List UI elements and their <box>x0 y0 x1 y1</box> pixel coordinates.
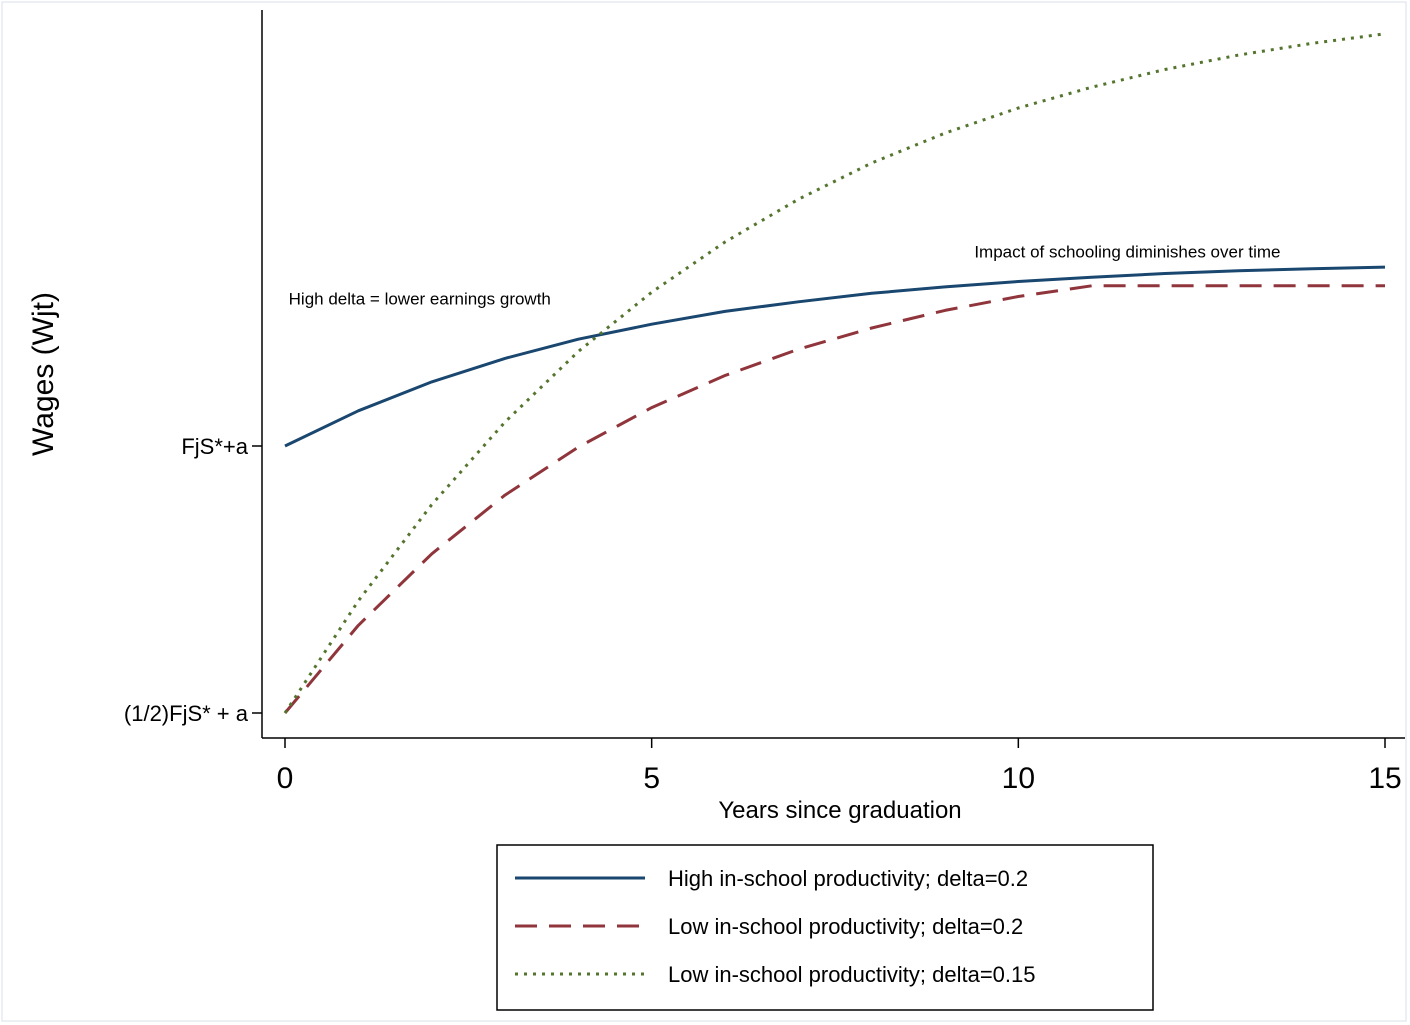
legend: High in-school productivity; delta=0.2 Lo… <box>496 844 1154 1011</box>
annotation-layer: High delta = lower earnings growth Impact… <box>289 242 1281 308</box>
y-tick-label: (1/2)FjS* + a <box>124 701 249 726</box>
y-axis-ticks: (1/2)FjS* + a FjS*+a <box>124 434 262 726</box>
x-axis-label: Years since graduation <box>718 797 961 824</box>
legend-label-3: Low in-school productivity; delta=0.15 <box>668 962 1036 987</box>
legend-box <box>496 844 1154 1011</box>
annotation-2: Impact of schooling diminishes over time <box>974 242 1280 261</box>
legend-label-1: High in-school productivity; delta=0.2 <box>668 866 1028 891</box>
annotation-1: High delta = lower earnings growth <box>289 289 551 308</box>
series-line-3 <box>283 32 1386 714</box>
y-axis-label: Wages (Wjt) <box>27 292 60 456</box>
series-layer <box>283 32 1386 714</box>
x-axis-ticks: 0 5 10 15 <box>277 738 1402 795</box>
x-tick-label: 5 <box>643 762 660 795</box>
x-tick-label: 0 <box>277 762 294 795</box>
plot-area <box>262 10 1405 738</box>
legend-entries: High in-school productivity; delta=0.2 Lo… <box>515 866 1036 987</box>
x-tick-label: 10 <box>1002 762 1035 795</box>
y-tick-label: FjS*+a <box>181 434 248 459</box>
x-tick-label: 15 <box>1368 762 1401 795</box>
legend-label-2: Low in-school productivity; delta=0.2 <box>668 914 1023 939</box>
series-line-1 <box>284 265 1386 448</box>
